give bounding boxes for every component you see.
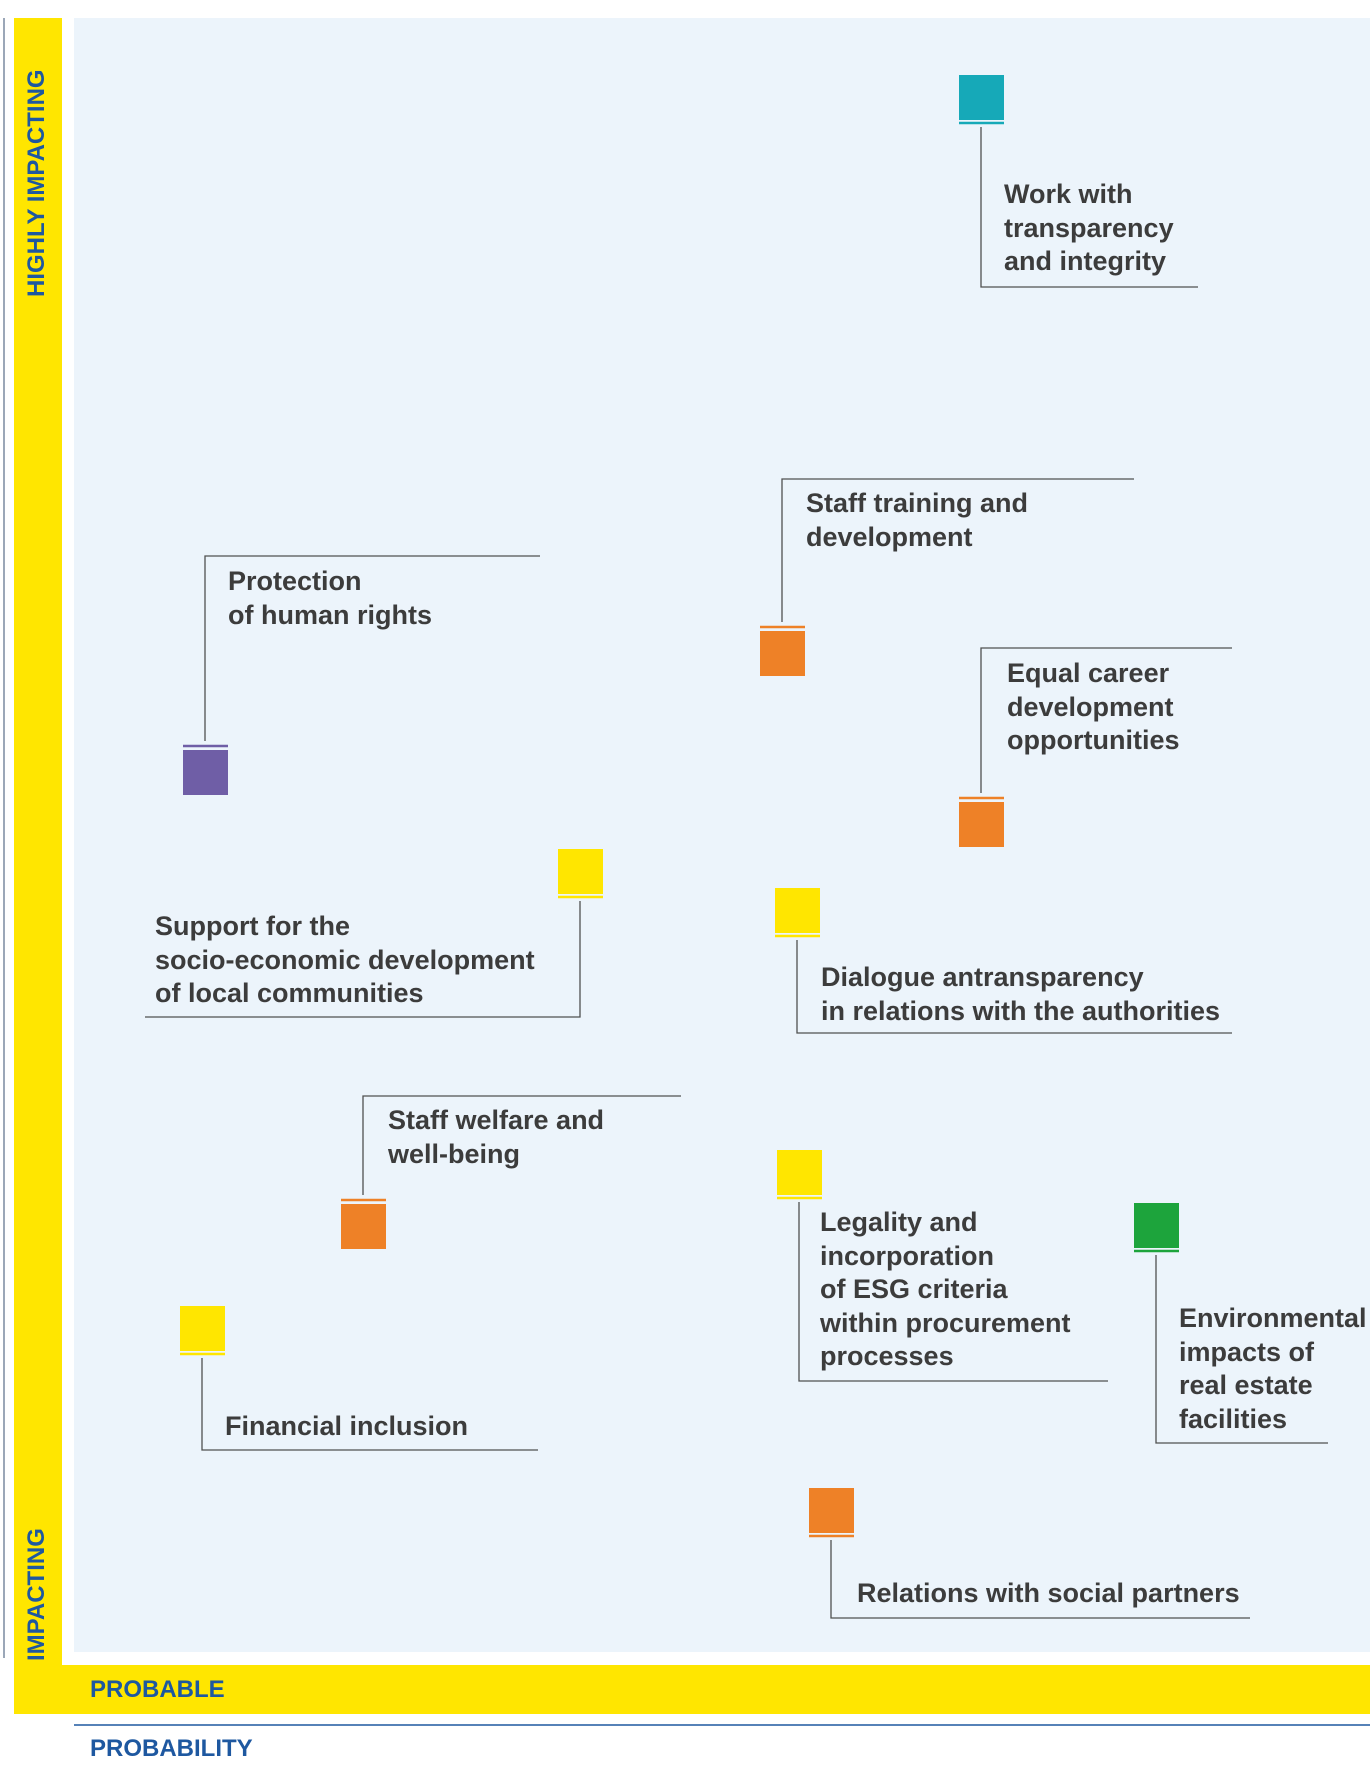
- leader-environment: [1155, 1255, 1328, 1444]
- probability-axis-band: [14, 1665, 1370, 1714]
- topic-label-financial-inclusion: Financial inclusion: [225, 1411, 469, 1441]
- leader-welfare: [362, 1095, 681, 1195]
- leader-human-rights: [204, 555, 540, 741]
- leader-social-partners: [830, 1540, 1250, 1619]
- marker-welfare: [341, 1204, 386, 1249]
- leader-authorities: [796, 940, 1232, 1034]
- marker-financial-inclusion: [180, 1306, 225, 1351]
- topic-label-human-rights: Protection of human rights: [228, 566, 432, 630]
- topic-label-environment: Environmental impacts of real estate fac…: [1179, 1303, 1367, 1434]
- topic-label-equal-career: Equal career development opportunities: [1007, 658, 1180, 755]
- topic-label-authorities: Dialogue antransparency in relations wit…: [821, 962, 1221, 1026]
- marker-equal-career: [959, 802, 1004, 847]
- topic-label-training: Staff training and development: [806, 488, 1028, 552]
- leader-procurement: [798, 1202, 1108, 1382]
- marker-social-partners: [809, 1488, 854, 1533]
- topic-label-welfare: Staff welfare and well-being: [388, 1105, 605, 1169]
- leader-financial-inclusion: [201, 1358, 538, 1451]
- axis-label-highly-impacting: HIGHLY IMPACTING: [23, 69, 50, 297]
- topic-label-procurement: Legality and incorporation of ESG criter…: [820, 1207, 1071, 1371]
- marker-environment: [1134, 1203, 1179, 1248]
- topic-label-transparency: Work with transparency and integrity: [1004, 179, 1174, 276]
- axis-title-probability: PROBABILITY: [90, 1735, 253, 1762]
- marker-authorities: [775, 888, 820, 933]
- axis-label-probable: PROBABLE: [90, 1676, 225, 1703]
- plot-area: [74, 18, 1370, 1652]
- topic-label-local-communities: Support for the socio-economic developme…: [155, 911, 535, 1008]
- leader-training: [781, 478, 1134, 622]
- leader-local-communities: [145, 901, 581, 1018]
- axis-label-impacting: IMPACTING: [23, 1528, 50, 1661]
- marker-transparency: [959, 75, 1004, 120]
- marker-local-communities: [558, 849, 603, 894]
- impact-axis-band: [14, 18, 62, 1714]
- marker-human-rights: [183, 750, 228, 795]
- marker-training: [760, 631, 805, 676]
- marker-procurement: [777, 1150, 822, 1195]
- leader-equal-career: [980, 647, 1232, 793]
- leader-transparency: [980, 127, 1198, 288]
- topic-label-social-partners: Relations with social partners: [857, 1578, 1240, 1608]
